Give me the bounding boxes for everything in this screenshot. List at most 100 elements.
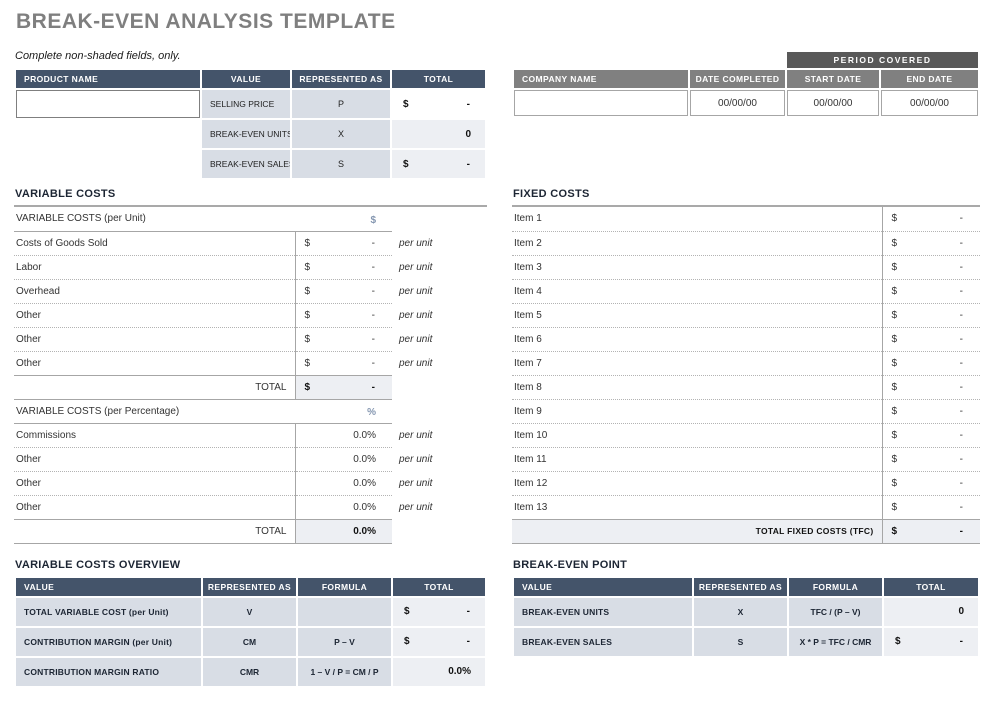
spacer-cell: [514, 52, 785, 68]
currency-symbol: $: [891, 213, 898, 225]
product-name-header: PRODUCT NAME: [16, 70, 200, 88]
amount-value: -: [959, 525, 963, 537]
fixed-cost-value-input[interactable]: $ -: [881, 255, 980, 280]
variable-costs-per-unit-table: VARIABLE COSTS (per Unit) $ Costs of Goo…: [14, 207, 487, 544]
amount-value: -: [959, 213, 963, 225]
fixed-cost-value-input[interactable]: $ -: [881, 495, 980, 520]
represented-as-header: REPRESENTED AS: [694, 577, 787, 596]
amount-value: -: [959, 357, 963, 369]
currency-symbol: $: [304, 333, 311, 345]
fixed-cost-value-input[interactable]: $ -: [881, 375, 980, 400]
table-row: Item 9 $ -: [512, 399, 980, 424]
percent-unit-symbol: %: [367, 407, 376, 418]
currency-symbol: $: [891, 333, 898, 345]
fixed-cost-label: Item 12: [512, 471, 882, 496]
cost-value-input[interactable]: $ -: [294, 351, 392, 376]
fixed-cost-value-input[interactable]: $ -: [881, 303, 980, 328]
table-row: Item 13 $ -: [512, 495, 980, 520]
total-fixed-costs-label: TOTAL FIXED COSTS (TFC): [512, 519, 882, 544]
currency-symbol: $: [304, 285, 311, 297]
cost-value-input[interactable]: $ -: [294, 303, 392, 328]
percent-value-input[interactable]: 0.0%: [294, 495, 392, 520]
cost-label: Commissions: [14, 423, 295, 448]
table-row: Commissions 0.0% per unit: [14, 423, 487, 448]
table-row: BREAK-EVEN SALES S X * P = TFC / CMR $ -: [514, 627, 978, 656]
amount-value: -: [959, 333, 963, 345]
unit-suffix: per unit: [399, 453, 433, 465]
cost-value-input[interactable]: $ -: [294, 327, 392, 352]
metric-total: $ -: [393, 597, 485, 626]
fixed-cost-value-input[interactable]: $ -: [881, 279, 980, 304]
currency-symbol: $: [891, 309, 898, 321]
amount-value: -: [466, 98, 470, 110]
table-row: Item 5 $ -: [512, 303, 980, 328]
unit-suffix: per unit: [399, 285, 433, 297]
end-date-header: END DATE: [881, 70, 978, 88]
spacer-cell: [16, 120, 200, 148]
company-name-input[interactable]: [514, 90, 688, 116]
amount-value: -: [371, 333, 375, 345]
amount-value: -: [466, 606, 470, 617]
break-even-sales-total: $ -: [392, 150, 485, 178]
break-even-units-label: BREAK-EVEN UNITS: [202, 120, 290, 148]
table-row: TOTAL FIXED COSTS (TFC) $ -: [512, 519, 980, 544]
amount-value: -: [959, 381, 963, 393]
fixed-cost-value-input[interactable]: $ -: [881, 399, 980, 424]
break-even-units-symbol: X: [292, 120, 390, 148]
table-row: Other 0.0% per unit: [14, 471, 487, 496]
break-even-point-table: VALUE REPRESENTED AS FORMULA TOTAL BREAK…: [512, 576, 980, 658]
variable-costs-overview-title: VARIABLE COSTS OVERVIEW: [15, 558, 181, 571]
amount-value: -: [466, 636, 470, 647]
table-row: Item 4 $ -: [512, 279, 980, 304]
date-completed-input[interactable]: 00/00/00: [690, 90, 785, 116]
table-row: Other $ - per unit: [14, 327, 487, 352]
fixed-cost-label: Item 13: [512, 495, 882, 520]
percent-value-input[interactable]: 0.0%: [294, 471, 392, 496]
fixed-cost-value-input[interactable]: $ -: [881, 327, 980, 352]
selling-price-total-input[interactable]: $ -: [392, 90, 485, 118]
spacer-cell: [16, 150, 200, 178]
percent-value-input[interactable]: 0.0%: [294, 423, 392, 448]
fixed-cost-value-input[interactable]: $ -: [881, 351, 980, 376]
metric-total: $ -: [393, 627, 485, 656]
per-unit-subheader: VARIABLE COSTS (per Unit): [14, 207, 295, 232]
table-row: Labor $ - per unit: [14, 255, 487, 280]
cost-label: Overhead: [14, 279, 295, 304]
fixed-costs-section-title: FIXED COSTS: [512, 188, 980, 207]
total-header: TOTAL: [392, 70, 485, 88]
cost-label: Other: [14, 495, 295, 520]
fixed-cost-value-input[interactable]: $ -: [881, 447, 980, 472]
per-unit-total-value: $ -: [294, 375, 392, 400]
total-header: TOTAL: [884, 577, 978, 596]
fixed-cost-value-input[interactable]: $ -: [881, 207, 980, 232]
fixed-cost-value-input[interactable]: $ -: [881, 471, 980, 496]
table-row: Overhead $ - per unit: [14, 279, 487, 304]
fixed-cost-label: Item 9: [512, 399, 882, 424]
percent-value-input[interactable]: 0.0%: [294, 447, 392, 472]
table-row: Item 11 $ -: [512, 447, 980, 472]
fixed-cost-value-input[interactable]: $ -: [881, 423, 980, 448]
cost-value-input[interactable]: $ -: [294, 279, 392, 304]
start-date-input[interactable]: 00/00/00: [787, 90, 879, 116]
end-date-input[interactable]: 00/00/00: [881, 90, 978, 116]
table-row: Item 2 $ -: [512, 231, 980, 256]
fixed-cost-value-input[interactable]: $ -: [881, 231, 980, 256]
cost-value-input[interactable]: $ -: [294, 255, 392, 280]
period-covered-header: PERIOD COVERED: [787, 52, 978, 68]
table-row: CONTRIBUTION MARGIN (per Unit) CM P – V …: [16, 627, 485, 656]
start-date-header: START DATE: [787, 70, 879, 88]
metric-label: CONTRIBUTION MARGIN RATIO: [16, 657, 201, 686]
total-header: TOTAL: [393, 577, 485, 596]
break-even-sales-symbol: S: [292, 150, 390, 178]
dollar-unit-symbol: $: [370, 214, 376, 226]
table-row: Costs of Goods Sold $ - per unit: [14, 231, 487, 256]
page-title: BREAK-EVEN ANALYSIS TEMPLATE: [16, 10, 396, 33]
formula-header: FORMULA: [789, 577, 882, 596]
value-header: VALUE: [202, 70, 290, 88]
metric-symbol: X: [694, 597, 787, 626]
product-name-input[interactable]: [16, 90, 200, 118]
cost-value-input[interactable]: $ -: [294, 231, 392, 256]
table-row: BREAK-EVEN UNITS X TFC / (P – V) 0: [514, 597, 978, 626]
fixed-cost-label: Item 3: [512, 255, 882, 280]
currency-symbol: $: [304, 381, 311, 393]
